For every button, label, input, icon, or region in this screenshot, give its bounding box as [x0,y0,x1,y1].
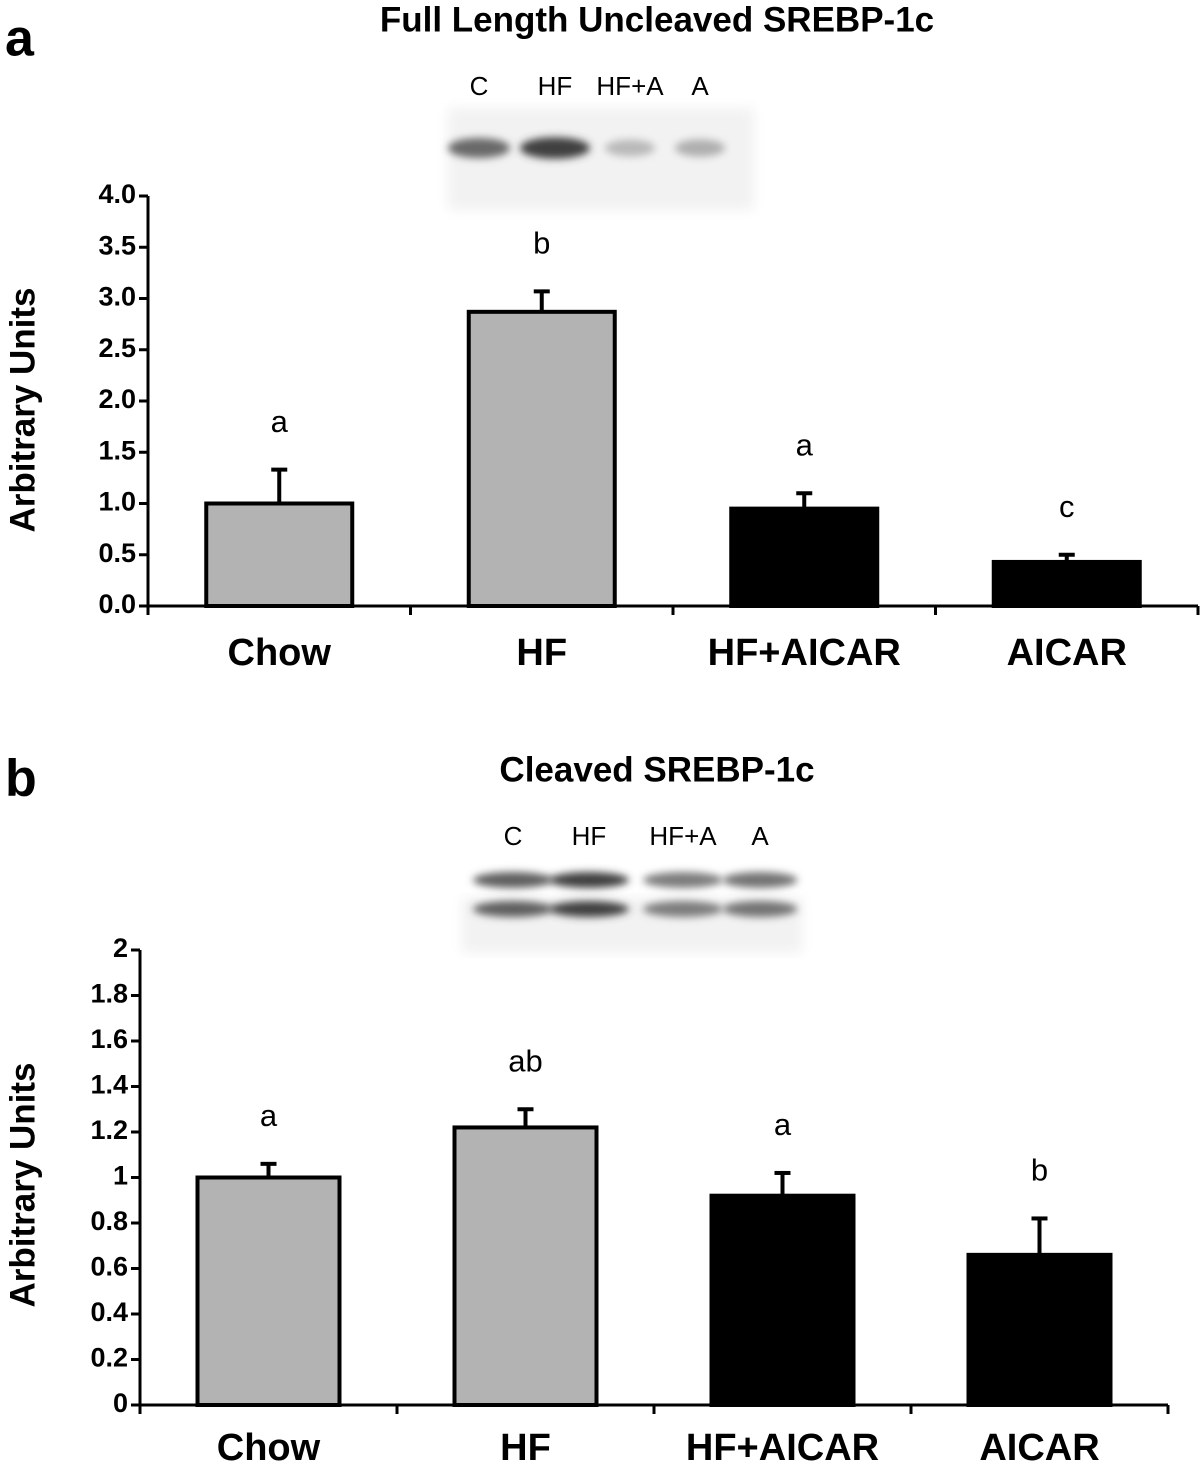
y-tick-label: 1 [113,1161,128,1191]
significance-letter: a [774,1107,792,1142]
y-tick-label: 1.8 [90,979,128,1009]
y-tick-label: 2 [113,933,128,963]
bar [709,1193,856,1407]
y-tick-label: 0.8 [90,1206,128,1236]
panel-label: b [5,750,37,808]
y-tick-label: 4.0 [98,179,136,209]
y-axis-label: Arbitrary Units [3,287,42,532]
blot-band [549,872,629,888]
blot-band [722,872,798,888]
y-tick-label: 1.4 [90,1070,128,1100]
significance-letter: b [533,226,550,261]
x-tick-label: Chow [228,632,332,674]
x-tick-label: Chow [217,1427,321,1469]
y-tick-label: 1.6 [90,1024,128,1054]
bar [195,1175,342,1407]
blot-band [605,139,655,157]
bar [966,1252,1113,1407]
blot-band [643,872,723,888]
blot-lane-label: HF [538,71,573,101]
blot-band [643,901,723,917]
y-tick-label: 3.0 [98,282,136,312]
y-tick-label: 1.2 [90,1115,128,1145]
bar [991,559,1142,608]
significance-letter: a [260,1098,278,1133]
y-tick-label: 0.4 [90,1297,128,1327]
significance-letter: ab [508,1043,542,1078]
y-tick-label: 1.5 [98,435,136,465]
blot-band [473,872,553,888]
bar [729,506,880,608]
x-tick-label: AICAR [979,1427,1099,1469]
y-tick-label: 2.5 [98,333,136,363]
x-tick-label: HF [516,632,567,674]
blot-lane-label: A [691,71,709,101]
x-tick-label: AICAR [1007,632,1127,674]
significance-letter: c [1059,489,1075,524]
y-axis-label: Arbitrary Units [3,1062,42,1307]
x-tick-label: HF+AICAR [708,632,901,674]
y-tick-label: 0.6 [90,1252,128,1282]
chart-title: Full Length Uncleaved SREBP-1c [380,0,934,39]
panel-label: a [5,10,35,68]
significance-letter: a [271,404,289,439]
blot-band [448,138,510,158]
y-tick-label: 0.5 [98,538,136,568]
y-tick-label: 0 [113,1388,128,1418]
blot-lane-label: HF+A [649,821,717,851]
blot-lane-label: C [504,821,523,851]
blot-lane-label: HF [572,821,607,851]
bar [452,1125,599,1407]
y-tick-label: 3.5 [98,230,136,260]
blot-lane-label: C [470,71,489,101]
chart-title: Cleaved SREBP-1c [499,750,814,789]
y-tick-label: 0.2 [90,1343,128,1373]
y-tick-label: 2.0 [98,384,136,414]
blot-band [722,901,798,917]
blot-band [473,901,553,917]
significance-letter: a [796,427,814,462]
bar [466,309,617,608]
bar [204,501,355,608]
y-tick-label: 1.0 [98,487,136,517]
blot-background [448,108,754,210]
blot-lane-label: A [751,821,769,851]
blot-lane-label: HF+A [596,71,664,101]
x-tick-label: HF+AICAR [686,1427,879,1469]
y-tick-label: 0.0 [98,589,136,619]
blot-band [549,901,629,917]
blot-band [675,139,725,157]
blot-band [520,137,590,159]
x-tick-label: HF [500,1427,551,1469]
significance-letter: b [1031,1153,1048,1188]
